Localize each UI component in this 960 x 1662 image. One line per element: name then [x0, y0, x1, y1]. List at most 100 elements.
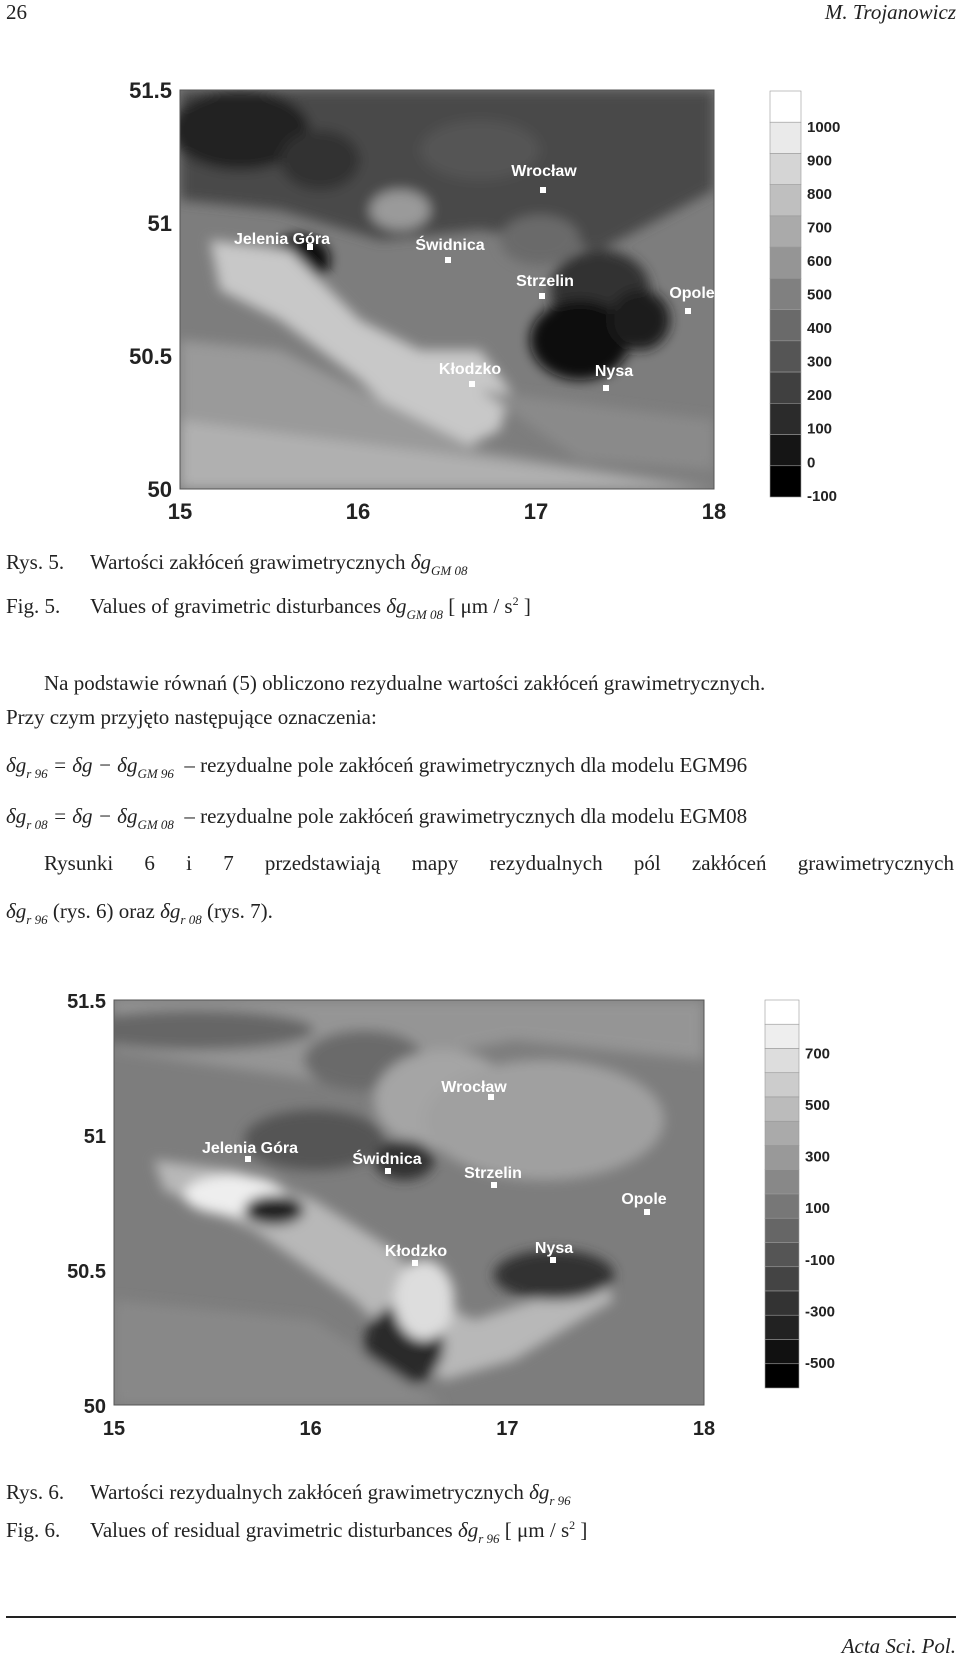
colorbar-band [769, 403, 802, 435]
relief [530, 300, 630, 380]
city-marker [539, 293, 545, 299]
x-tick-label: 16 [300, 1418, 322, 1440]
text: (rys. 7). [206, 899, 273, 923]
colorbar-label: 200 [807, 387, 832, 404]
x-tick-label: 18 [693, 1418, 715, 1440]
colorbar-band [769, 465, 802, 498]
city-label: Kłodzko [385, 1243, 447, 1260]
label: Rys. 5. [6, 550, 65, 574]
colorbar-band [764, 1290, 800, 1316]
symbol: δg [160, 899, 181, 923]
lhs: δg [6, 804, 27, 828]
city-label: Strzelin [464, 1165, 522, 1182]
footer-rule [6, 1616, 956, 1618]
city-marker [491, 1182, 497, 1188]
subscript: r 96 [549, 1493, 571, 1508]
city-label: Świdnica [415, 235, 484, 254]
equation-2: δgr 08 = δg − δgGM 08 – rezydualne pole … [6, 804, 747, 833]
city-marker [469, 381, 475, 387]
symbol: δg [386, 594, 407, 618]
caption-en: Fig. 6. Values of residual gravimetric di… [6, 1518, 587, 1547]
y-tick-label: 51 [148, 211, 172, 236]
colorbar-band [764, 1120, 800, 1146]
page-number: 26 [6, 0, 27, 24]
x-tick-label: 17 [496, 1418, 518, 1440]
rhs-sub: GM 96 [137, 766, 174, 781]
colorbar-label: 600 [807, 253, 832, 270]
map-frame [113, 999, 705, 1406]
city-label: Wrocław [441, 1079, 507, 1096]
symbol: δg [457, 1518, 479, 1542]
colorbar-label: 700 [807, 220, 832, 237]
y-tick-label: 50.5 [129, 344, 172, 369]
label: Fig. 5. [6, 594, 61, 618]
colorbar-band [769, 121, 802, 154]
map-frame [179, 89, 715, 490]
relief [370, 190, 430, 230]
colorbar-label: 500 [807, 287, 832, 304]
colorbar-band [764, 1072, 800, 1098]
colorbar-band [764, 1048, 800, 1074]
colorbar-band [769, 340, 802, 373]
paragraph: Przy czym przyjęto następujące oznaczeni… [6, 705, 377, 729]
colorbar-label: 900 [807, 152, 832, 169]
colorbar-label: 400 [807, 320, 832, 337]
relief [114, 1300, 444, 1405]
colorbar-label: 0 [807, 454, 815, 471]
colorbar-label: -300 [805, 1303, 835, 1320]
colorbar-label: -100 [807, 488, 837, 505]
paragraph: Rysunki 6 i 7 przedstawiają mapy rezydua… [44, 851, 954, 875]
city-marker [245, 1156, 251, 1162]
lhs: δg [6, 753, 27, 777]
label: Rys. 6. [6, 1480, 65, 1504]
caption-en: Fig. 5. Values of gravimetric disturbance… [6, 594, 531, 623]
caption-pl: Rys. 6. Wartości rezydualnych zakłóceń gr… [6, 1480, 571, 1509]
city-label: Nysa [595, 363, 633, 380]
relief [394, 1260, 454, 1340]
colorbar-band [764, 1314, 800, 1340]
x-tick-label: 17 [524, 499, 548, 524]
y-tick-label: 50 [148, 477, 172, 502]
symbol: δg [6, 899, 27, 923]
colorbar-label: 800 [807, 186, 832, 203]
colorbar-band [769, 246, 802, 279]
text: (rys. 6) oraz [52, 899, 155, 923]
text: Wartości zakłóceń grawimetrycznych [90, 550, 406, 574]
relief [244, 1195, 304, 1225]
unit-close: ] [580, 1518, 588, 1542]
subscript: GM 08 [406, 607, 443, 622]
map-relief [114, 1000, 704, 1405]
colorbar-band [769, 90, 802, 123]
colorbar-label: 300 [805, 1149, 830, 1166]
colorbar-label: -500 [805, 1355, 835, 1372]
relief [500, 215, 580, 265]
description: – rezydualne pole zakłóceń grawimetryczn… [184, 804, 748, 828]
city-label: Opole [669, 285, 714, 302]
symbol: δg [529, 1480, 550, 1504]
relief [180, 420, 714, 489]
colorbar-band [764, 1096, 800, 1122]
city-marker [385, 1168, 391, 1174]
city-label: Kłodzko [439, 361, 501, 378]
city-marker [412, 1260, 418, 1266]
unit-sup: 2 [512, 594, 519, 608]
y-tick-label: 51.5 [67, 991, 106, 1013]
colorbar-band [769, 371, 802, 404]
city-marker [550, 1257, 556, 1263]
y-tick-label: 50.5 [67, 1261, 106, 1283]
colorbar-label: 100 [805, 1200, 830, 1217]
subscript: GM 08 [431, 563, 468, 578]
colorbar-band [769, 153, 802, 185]
city-label: Opole [621, 1191, 666, 1208]
caption-pl: Rys. 5. Wartości zakłóceń grawimetrycznyc… [6, 550, 467, 579]
colorbar-band [764, 1339, 800, 1365]
relief [180, 90, 310, 170]
subscript: r 96 [478, 1531, 500, 1546]
rhs-sub: GM 08 [137, 817, 174, 832]
symbol: δg [410, 550, 432, 574]
x-tick-label: 16 [346, 499, 370, 524]
x-tick-label: 18 [702, 499, 726, 524]
city-marker [307, 244, 313, 250]
